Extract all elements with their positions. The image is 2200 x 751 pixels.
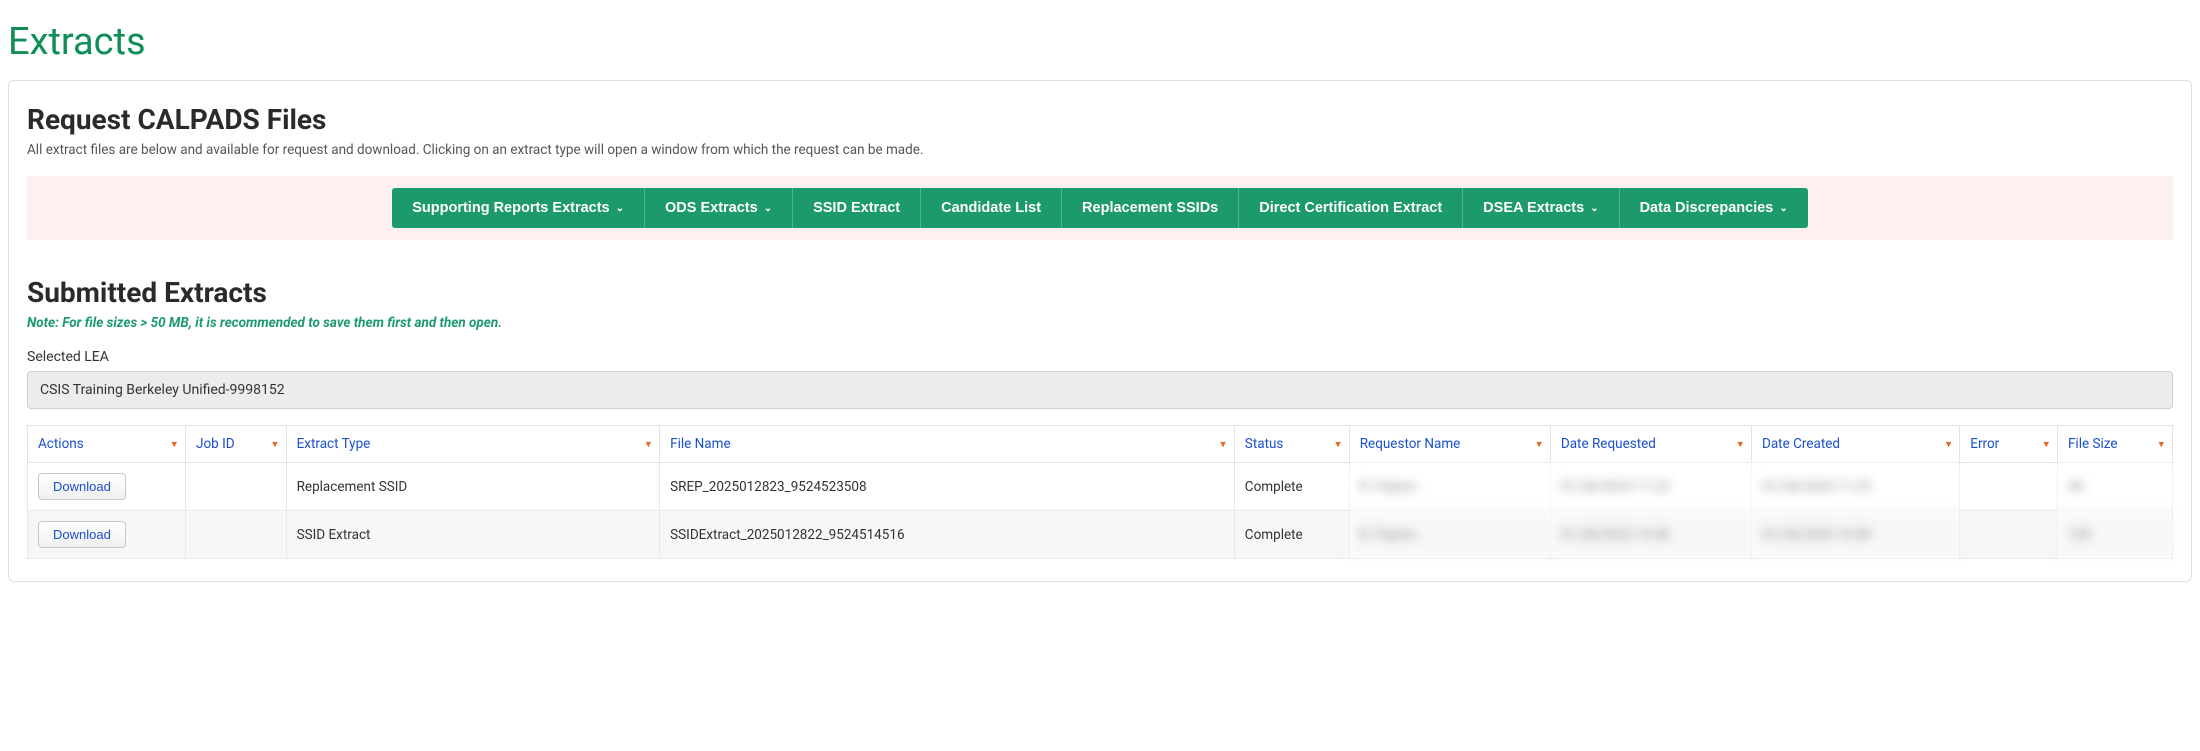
table-body: Download Replacement SSIDSREP_2025012823_… <box>28 463 2173 559</box>
lea-select[interactable]: CSIS Training Berkeley Unified-9998152 <box>27 371 2173 409</box>
column-header-job-id[interactable]: Job ID ▾ <box>186 426 287 463</box>
column-header-date-created[interactable]: Date Created ▾ <box>1751 426 1959 463</box>
filter-icon[interactable]: ▾ <box>646 438 652 451</box>
cell-date-created: 01/28/2025 11:23 <box>1751 463 1959 511</box>
cell-file-name: SREP_2025012823_9524523508 <box>660 463 1235 511</box>
cell-error <box>1960 463 2058 511</box>
nav-label: SSID Extract <box>813 200 900 216</box>
column-label: File Name <box>670 436 731 452</box>
column-header-status[interactable]: Status ▾ <box>1234 426 1349 463</box>
download-button[interactable]: Download <box>38 521 126 548</box>
extract-nav-supporting-reports-extracts[interactable]: Supporting Reports Extracts ⌄ <box>392 188 645 228</box>
chevron-down-icon: ⌄ <box>1779 203 1787 214</box>
nav-label: Data Discrepancies <box>1640 200 1774 216</box>
cell-extract-type: Replacement SSID <box>286 463 660 511</box>
column-header-extract-type[interactable]: Extract Type ▾ <box>286 426 660 463</box>
cell-date-requested: 01/28/2025 11:23 <box>1550 463 1751 511</box>
filter-icon[interactable]: ▾ <box>2043 438 2049 451</box>
nav-label: ODS Extracts <box>665 200 758 216</box>
request-description: All extract files are below and availabl… <box>27 142 2173 158</box>
column-label: Date Requested <box>1561 436 1656 452</box>
cell-job-id <box>186 463 287 511</box>
column-header-requestor-name[interactable]: Requestor Name ▾ <box>1349 426 1550 463</box>
submitted-heading: Submitted Extracts <box>27 276 2173 309</box>
cell-file-name: SSIDExtract_2025012822_9524514516 <box>660 511 1235 559</box>
cell-job-id <box>186 511 287 559</box>
chevron-down-icon: ⌄ <box>616 203 624 214</box>
filter-icon[interactable]: ▾ <box>1737 438 1743 451</box>
filter-icon[interactable]: ▾ <box>172 438 178 451</box>
nav-label: DSEA Extracts <box>1483 200 1584 216</box>
lea-label: Selected LEA <box>27 349 2173 365</box>
column-label: Date Created <box>1762 436 1840 452</box>
table-header-row: Actions▾Job ID▾Extract Type▾File Name▾St… <box>28 426 2173 463</box>
cell-requestor-name: R. Payton <box>1349 511 1550 559</box>
cell-status: Complete <box>1234 463 1349 511</box>
cell-requestor-name: R. Payton <box>1349 463 1550 511</box>
column-header-file-name[interactable]: File Name ▾ <box>660 426 1235 463</box>
extract-nav-ssid-extract[interactable]: SSID Extract <box>793 188 921 228</box>
column-header-error[interactable]: Error ▾ <box>1960 426 2058 463</box>
column-label: Error <box>1970 436 1999 452</box>
cell-date-requested: 01/28/2025 10:58 <box>1550 511 1751 559</box>
column-label: Status <box>1245 436 1284 452</box>
cell-status: Complete <box>1234 511 1349 559</box>
nav-label: Direct Certification Extract <box>1259 200 1442 216</box>
column-label: File Size <box>2068 436 2118 452</box>
column-label: Job ID <box>196 436 235 452</box>
filter-icon[interactable]: ▾ <box>1335 438 1341 451</box>
page-title: Extracts <box>0 0 2200 80</box>
request-heading: Request CALPADS Files <box>27 103 2173 136</box>
extract-nav-replacement-ssids[interactable]: Replacement SSIDs <box>1062 188 1239 228</box>
filter-icon[interactable]: ▾ <box>1220 438 1226 451</box>
chevron-down-icon: ⌄ <box>764 203 772 214</box>
extract-type-nav: Supporting Reports Extracts⌄ODS Extracts… <box>27 176 2173 240</box>
cell-extract-type: SSID Extract <box>286 511 660 559</box>
table-row: Download SSID ExtractSSIDExtract_20250128… <box>28 511 2173 559</box>
column-header-file-size[interactable]: File Size ▾ <box>2057 426 2172 463</box>
extract-nav-data-discrepancies[interactable]: Data Discrepancies ⌄ <box>1620 188 1808 228</box>
chevron-down-icon: ⌄ <box>1590 203 1598 214</box>
filter-icon[interactable]: ▾ <box>1536 438 1542 451</box>
filter-icon[interactable]: ▾ <box>272 438 278 451</box>
column-label: Actions <box>38 436 84 452</box>
column-label: Requestor Name <box>1360 436 1461 452</box>
nav-label: Replacement SSIDs <box>1082 200 1218 216</box>
cell-file-size: 3K <box>2057 463 2172 511</box>
filter-icon[interactable]: ▾ <box>1946 438 1952 451</box>
file-size-note: Note: For file sizes > 50 MB, it is reco… <box>27 315 2173 331</box>
extract-nav-ods-extracts[interactable]: ODS Extracts ⌄ <box>645 188 793 228</box>
nav-label: Candidate List <box>941 200 1041 216</box>
nav-label: Supporting Reports Extracts <box>412 200 609 216</box>
filter-icon[interactable]: ▾ <box>2158 438 2164 451</box>
extract-nav-direct-certification-extract[interactable]: Direct Certification Extract <box>1239 188 1463 228</box>
cell-date-created: 01/28/2025 10:58 <box>1751 511 1959 559</box>
column-header-date-requested[interactable]: Date Requested ▾ <box>1550 426 1751 463</box>
submitted-extracts-table: Actions▾Job ID▾Extract Type▾File Name▾St… <box>27 425 2173 559</box>
extract-nav-dsea-extracts[interactable]: DSEA Extracts ⌄ <box>1463 188 1619 228</box>
cell-file-size: 12K <box>2057 511 2172 559</box>
table-row: Download Replacement SSIDSREP_2025012823_… <box>28 463 2173 511</box>
column-header-actions[interactable]: Actions ▾ <box>28 426 186 463</box>
cell-error <box>1960 511 2058 559</box>
download-button[interactable]: Download <box>38 473 126 500</box>
extract-nav-candidate-list[interactable]: Candidate List <box>921 188 1062 228</box>
column-label: Extract Type <box>297 436 371 452</box>
main-panel: Request CALPADS Files All extract files … <box>8 80 2192 582</box>
